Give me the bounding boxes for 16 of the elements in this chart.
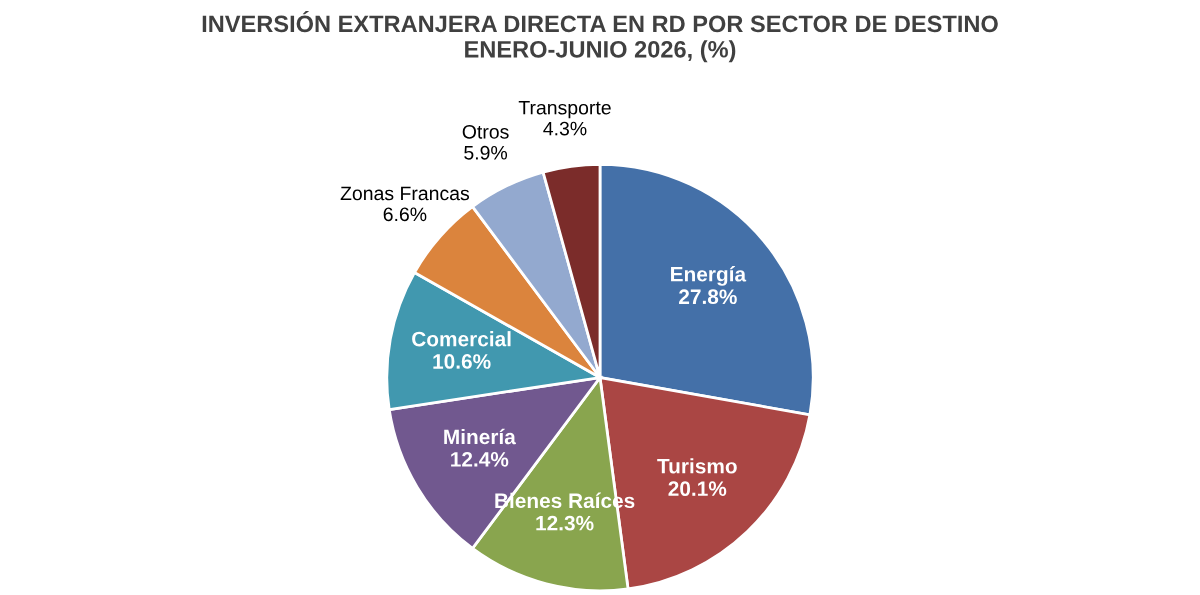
data-label: 12.4% xyxy=(451,451,509,467)
slice-label: Turismo xyxy=(657,458,737,474)
slice-label: Minería xyxy=(444,428,516,445)
data-label: 27.8% xyxy=(679,289,737,305)
chart-title: INVERSIÓN EXTRANJERA DIRECTA EN RD POR SECTOR DE DESTINO ENERO-JUNIO 2026, (%) xyxy=(202,11,998,63)
data-label: 20.1% xyxy=(668,481,727,497)
slice-label: Comercial xyxy=(412,331,511,347)
data-label: 10.6% xyxy=(433,354,491,369)
data-label: 6.6% xyxy=(383,207,427,222)
slice-label: Otros xyxy=(462,124,509,139)
slice-label: Zonas Francas xyxy=(340,186,470,201)
data-label: 12.3% xyxy=(536,515,594,531)
slice-label: Transporte xyxy=(518,100,611,119)
data-label: 5.9% xyxy=(464,145,508,160)
slice-label: Energía xyxy=(671,266,747,286)
data-label: 4.3% xyxy=(543,121,587,136)
